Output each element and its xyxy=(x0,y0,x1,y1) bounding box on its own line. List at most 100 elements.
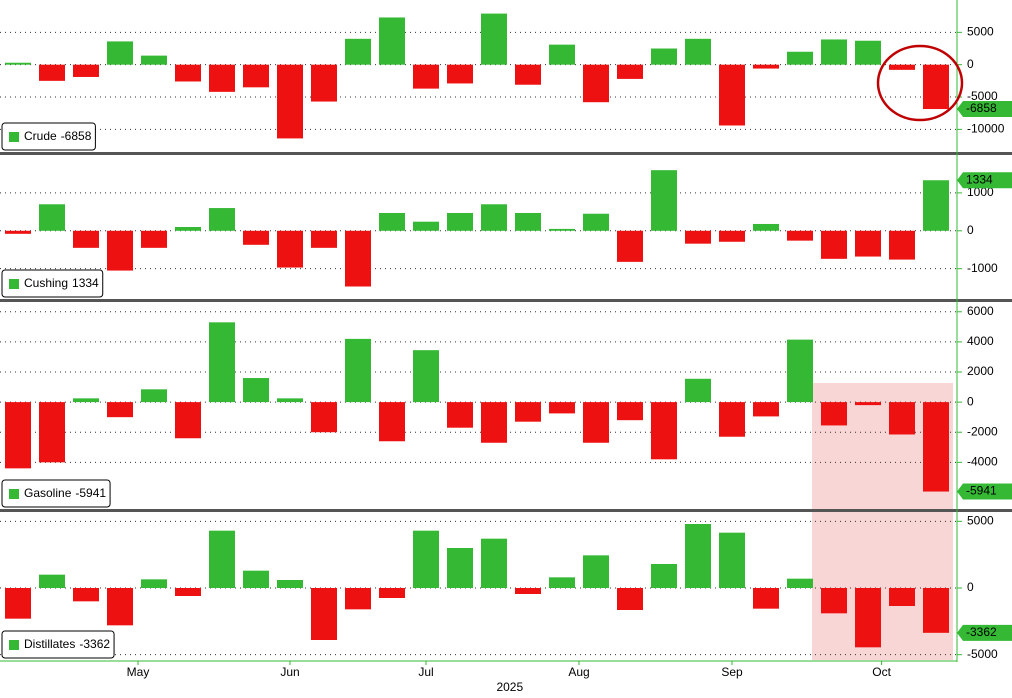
bar xyxy=(209,208,235,231)
legend-box xyxy=(1,630,115,659)
bar xyxy=(73,230,99,248)
bar xyxy=(413,350,439,403)
bar xyxy=(141,389,167,403)
legend-series-name: Gasoline xyxy=(24,486,72,500)
bar xyxy=(243,64,269,88)
legend-last-value: -5941 xyxy=(75,486,106,500)
last-value-label: 1334 xyxy=(966,172,993,186)
bar xyxy=(447,548,473,588)
panel-separator xyxy=(0,152,1012,155)
bar xyxy=(821,402,847,426)
bar xyxy=(515,212,541,231)
bar xyxy=(39,64,65,81)
bar xyxy=(889,64,915,70)
x-tick-label: May xyxy=(127,665,150,679)
bar xyxy=(685,38,711,65)
bar xyxy=(855,40,881,65)
bar xyxy=(5,230,31,234)
bar xyxy=(515,64,541,85)
x-tick-label: Jul xyxy=(418,665,433,679)
bar xyxy=(923,64,949,110)
y-tick-label: 2000 xyxy=(967,364,994,378)
y-tick-label: -5000 xyxy=(967,89,998,103)
bar xyxy=(583,213,609,231)
last-value-label: -5941 xyxy=(966,484,997,498)
bar xyxy=(175,588,201,596)
legend-label: Crude -6858 xyxy=(24,129,92,143)
bar xyxy=(447,64,473,84)
bar xyxy=(719,230,745,242)
legend-label: Gasoline -5941 xyxy=(24,486,106,500)
bar xyxy=(719,64,745,126)
bar xyxy=(821,588,847,614)
bar xyxy=(5,402,31,469)
y-tick-label: 0 xyxy=(967,57,974,71)
legend-swatch xyxy=(9,640,19,650)
bar xyxy=(73,588,99,602)
bar xyxy=(583,402,609,443)
y-tick-label: -10000 xyxy=(967,122,1005,136)
bar xyxy=(651,48,677,65)
last-value-tag xyxy=(957,101,1012,118)
legend-swatch xyxy=(9,132,19,142)
y-tick-label: 0 xyxy=(967,223,974,237)
bar xyxy=(39,574,65,588)
y-tick-label: 0 xyxy=(967,394,974,408)
bar xyxy=(923,588,949,633)
legend-box xyxy=(1,122,96,151)
bar xyxy=(39,204,65,231)
legend-box xyxy=(1,479,111,508)
x-axis-label: 2025 xyxy=(496,680,523,694)
bar xyxy=(787,230,813,241)
y-tick-label: 1000 xyxy=(967,185,994,199)
highlight-circle xyxy=(876,44,964,122)
bar xyxy=(413,221,439,231)
legend-series-name: Distillates xyxy=(24,637,75,651)
bar xyxy=(345,588,371,610)
bar xyxy=(549,44,575,65)
bar xyxy=(243,570,269,588)
bar xyxy=(549,228,575,231)
bar xyxy=(923,402,949,492)
bar xyxy=(39,402,65,463)
last-value-tag xyxy=(957,172,1012,189)
bar xyxy=(107,588,133,626)
bar xyxy=(243,230,269,245)
bar xyxy=(685,524,711,588)
bar xyxy=(549,402,575,414)
bar xyxy=(685,378,711,403)
legend-last-value: -3362 xyxy=(79,637,110,651)
y-tick-label: -4000 xyxy=(967,455,998,469)
bar xyxy=(617,588,643,610)
bar xyxy=(311,588,337,640)
legend: Cushing 1334 xyxy=(1,269,104,298)
bar xyxy=(379,212,405,231)
bar xyxy=(175,402,201,439)
bar xyxy=(481,13,507,65)
bar xyxy=(379,17,405,65)
bar xyxy=(277,398,303,403)
bar xyxy=(481,538,507,588)
bar xyxy=(311,402,337,433)
legend-swatch xyxy=(9,489,19,499)
panel-separator xyxy=(0,509,1012,512)
legend-box xyxy=(1,269,104,298)
bar xyxy=(753,402,779,417)
bar xyxy=(821,230,847,259)
bar xyxy=(617,402,643,421)
bar xyxy=(889,402,915,435)
x-tick-label: Oct xyxy=(872,665,891,679)
y-tick-label: 0 xyxy=(967,580,974,594)
legend-swatch xyxy=(9,279,19,289)
bar xyxy=(481,204,507,231)
bar xyxy=(753,223,779,231)
bar xyxy=(73,398,99,403)
last-value-label: -3362 xyxy=(966,625,997,639)
bar xyxy=(345,230,371,287)
bar xyxy=(141,579,167,588)
bar xyxy=(311,64,337,102)
bar xyxy=(481,402,507,443)
bar xyxy=(141,55,167,65)
bar xyxy=(379,402,405,442)
bar xyxy=(379,588,405,598)
